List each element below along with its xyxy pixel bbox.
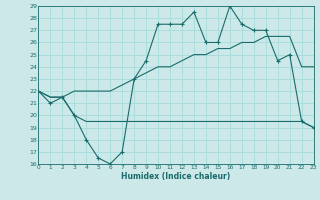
X-axis label: Humidex (Indice chaleur): Humidex (Indice chaleur) bbox=[121, 172, 231, 181]
